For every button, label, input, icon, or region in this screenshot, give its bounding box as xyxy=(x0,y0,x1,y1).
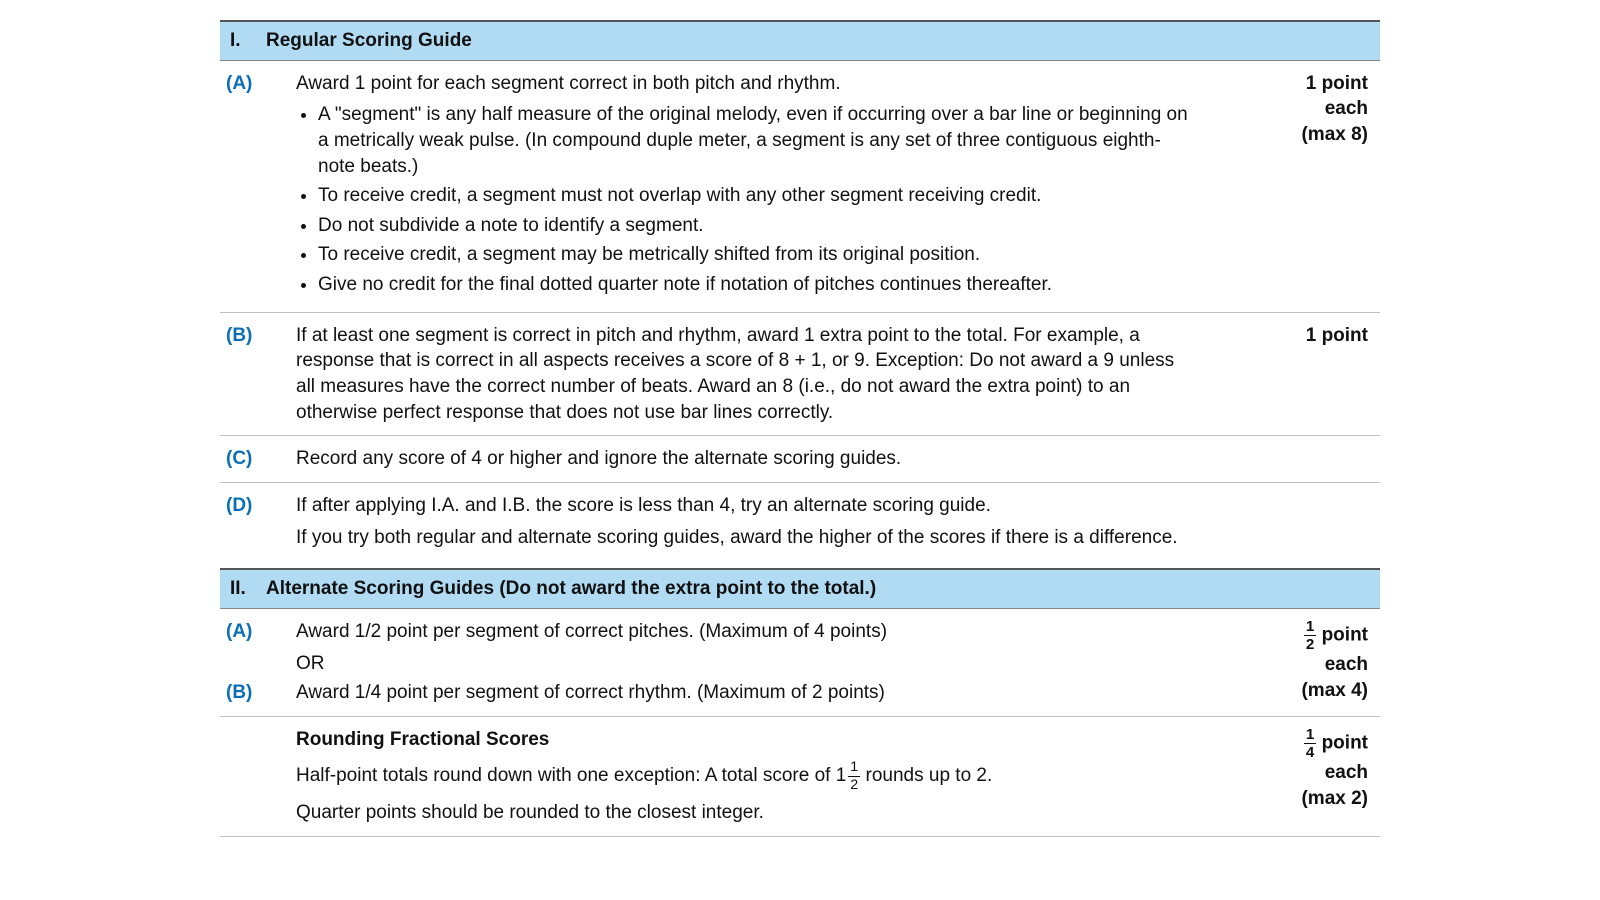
points-2A-l1: 1 2 point xyxy=(1208,619,1368,652)
points-2A-l2: each xyxy=(1208,652,1368,678)
section-1-roman: I. xyxy=(230,28,266,54)
points-1A-l1: 1 point xyxy=(1208,71,1368,97)
text-2A: Award 1/2 point per segment of correct p… xyxy=(296,619,1194,645)
label-1D: (D) xyxy=(220,493,296,519)
body-2A: Award 1/2 point per segment of correct p… xyxy=(296,619,1208,676)
points-2A-l3: (max 4) xyxy=(1208,678,1368,704)
points-1A-l3: (max 8) xyxy=(1208,122,1368,148)
points-rounding: 1 4 point each (max 2) xyxy=(1208,727,1374,812)
row-1B: (B) If at least one segment is correct i… xyxy=(220,313,1380,437)
body-rounding: Rounding Fractional Scores Half-point to… xyxy=(296,727,1208,826)
points-1A: 1 point each (max 8) xyxy=(1208,71,1374,148)
bullet-1A-2: Do not subdivide a note to identify a se… xyxy=(318,213,1194,239)
points-1B-l1: 1 point xyxy=(1208,323,1368,349)
body-2B: Award 1/4 point per segment of correct r… xyxy=(296,680,1208,706)
bullet-1A-0: A "segment" is any half measure of the o… xyxy=(318,102,1194,179)
points-2A: 1 2 point each (max 4) xyxy=(1208,619,1374,704)
label-1B: (B) xyxy=(220,323,296,349)
bullet-1A-4: Give no credit for the final dotted quar… xyxy=(318,272,1194,298)
scoring-guide-page: I. Regular Scoring Guide (A) Award 1 poi… xyxy=(0,0,1600,900)
section-2-roman: II. xyxy=(230,576,266,602)
label-2A: (A) xyxy=(220,619,296,676)
mixed-fraction-icon: 1 1 2 xyxy=(836,760,861,792)
section-1-header: I. Regular Scoring Guide xyxy=(220,20,1380,61)
label-1A: (A) xyxy=(220,71,296,97)
body-1C: Record any score of 4 or higher and igno… xyxy=(296,446,1208,472)
body-1B: If at least one segment is correct in pi… xyxy=(296,323,1208,426)
section-1-title: Regular Scoring Guide xyxy=(266,28,472,54)
row-rounding: Rounding Fractional Scores Half-point to… xyxy=(220,717,1380,837)
label-2B: (B) xyxy=(220,680,296,706)
points-rounding-l2: each xyxy=(1208,760,1368,786)
rounding-heading: Rounding Fractional Scores xyxy=(296,727,1194,753)
bullets-1A: A "segment" is any half measure of the o… xyxy=(296,102,1194,297)
fraction-quarter-icon: 1 4 xyxy=(1304,727,1316,760)
text-1D-2: If you try both regular and alternate sc… xyxy=(296,525,1194,551)
points-rounding-l3: (max 2) xyxy=(1208,786,1368,812)
row-1A: (A) Award 1 point for each segment corre… xyxy=(220,61,1380,313)
bullet-1A-1: To receive credit, a segment must not ov… xyxy=(318,183,1194,209)
bullet-1A-3: To receive credit, a segment may be metr… xyxy=(318,242,1194,268)
points-1B: 1 point xyxy=(1208,323,1374,349)
label-1C: (C) xyxy=(220,446,296,472)
points-rounding-l1: 1 4 point xyxy=(1208,727,1368,760)
body-1D: If after applying I.A. and I.B. the scor… xyxy=(296,493,1208,550)
text-1A: Award 1 point for each segment correct i… xyxy=(296,71,1194,97)
rounding-line1: Half-point totals round down with one ex… xyxy=(296,760,1194,792)
text-1D-1: If after applying I.A. and I.B. the scor… xyxy=(296,493,1194,519)
row-1D: (D) If after applying I.A. and I.B. the … xyxy=(220,483,1380,568)
fraction-half-icon: 1 2 xyxy=(1304,619,1316,652)
section-2-header: II. Alternate Scoring Guides (Do not awa… xyxy=(220,568,1380,609)
points-1A-l2: each xyxy=(1208,96,1368,122)
rounding-line2: Quarter points should be rounded to the … xyxy=(296,800,1194,826)
section-2-title: Alternate Scoring Guides (Do not award t… xyxy=(266,576,876,602)
text-2A-or: OR xyxy=(296,651,1194,677)
body-1A: Award 1 point for each segment correct i… xyxy=(296,71,1208,302)
row-1C: (C) Record any score of 4 or higher and … xyxy=(220,436,1380,483)
row-2AB: (A) Award 1/2 point per segment of corre… xyxy=(220,609,1380,717)
